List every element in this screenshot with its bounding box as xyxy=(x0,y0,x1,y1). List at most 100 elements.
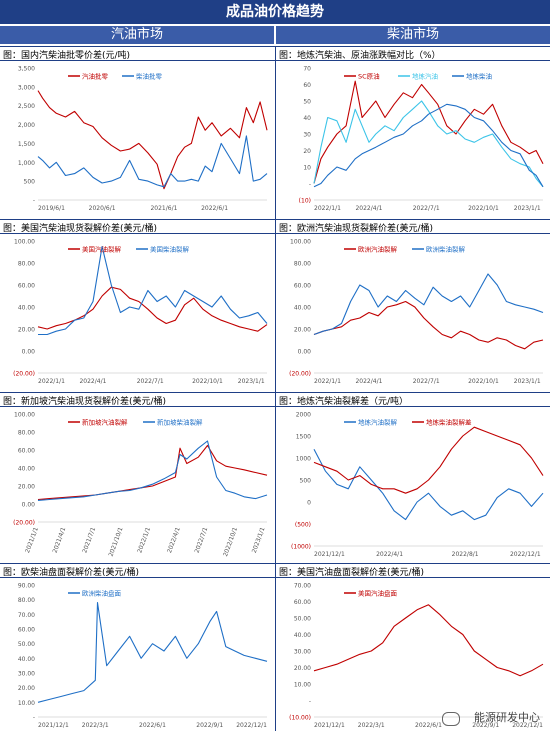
x-tick-label: 2022/3/1 xyxy=(82,722,109,729)
eu-spot-crack-panel: 图：欧洲汽柴油现货裂解价差(美元/桶) (20.00) 0.00 20.00 40.00… xyxy=(276,221,550,391)
title-underline xyxy=(0,60,275,61)
legend-label: 新加坡汽油裂解 xyxy=(82,418,128,427)
line-chart: (20.00) 0.00 20.00 40.00 60.00 80.00 100.00 202… xyxy=(13,239,268,385)
y-tick-label: 20.00 xyxy=(18,327,35,334)
series-line-0 xyxy=(37,444,268,501)
x-tick-label: 2021/6/1 xyxy=(150,205,177,212)
series-line-0 xyxy=(313,448,544,521)
eu-diesel-futures-crack-panel: 图：欧柴油盘面裂解价差(美元/桶) - 10.00 20.00 30.00 40.00 50… xyxy=(0,565,275,735)
series-line-1 xyxy=(37,440,268,501)
legend-label: SC原油 xyxy=(358,72,380,81)
x-tick-label: 2019/6/1 xyxy=(38,205,65,212)
y-tick-label: 1000 xyxy=(296,456,311,463)
y-tick-label: 60 xyxy=(303,82,311,89)
y-tick-label: 0 xyxy=(307,500,311,507)
x-tick-label: 2021/1/1 xyxy=(24,526,40,554)
x-tick-label: 2021/7/1 xyxy=(81,526,97,554)
y-tick-label: 0.00 xyxy=(22,502,36,509)
x-tick-label: 2022/10/1 xyxy=(468,205,499,212)
y-tick-label: 0.00 xyxy=(22,349,36,356)
legend-label: 地炼汽油裂解 xyxy=(358,418,398,427)
y-tick-label: 30 xyxy=(303,132,311,139)
legend-label: 地炼柴油裂解差 xyxy=(426,418,472,427)
x-tick-label: 2022/12/1 xyxy=(236,722,267,729)
line-chart: - 500 1,000 1,500 2,000 2,500 3,000 3,500 2019/6… xyxy=(18,66,268,212)
x-tick-label: 2022/7/1 xyxy=(194,526,210,554)
y-tick-label: 100.00 xyxy=(14,412,35,419)
title-underline xyxy=(276,60,550,61)
y-tick-label: 70 xyxy=(303,66,311,73)
x-tick-label: 2022/8/1 xyxy=(452,551,479,558)
line-chart: - 10.00 20.00 30.00 40.00 50.00 60.00 70.00 80.0… xyxy=(18,583,267,730)
y-tick-label: 1500 xyxy=(296,434,311,441)
y-tick-label: 10.00 xyxy=(18,700,35,707)
line-chart: (20.00) 0.00 20.00 40.00 60.00 80.00 100.00 202… xyxy=(289,239,544,385)
y-tick-label: 20.00 xyxy=(294,327,311,334)
x-tick-label: 2022/4/1 xyxy=(166,526,182,554)
series-line-1 xyxy=(313,273,544,336)
y-tick-label: 20.00 xyxy=(18,685,35,692)
title-underline xyxy=(0,406,275,407)
y-tick-label: 3,500 xyxy=(18,66,35,73)
x-tick-label: 2021/12/1 xyxy=(314,551,345,558)
title-underline xyxy=(276,577,550,578)
x-tick-label: 2022/4/1 xyxy=(79,378,106,385)
y-tick-label: 10.00 xyxy=(294,682,311,689)
chart-title: 图：新加坡汽柴油现货裂解价差(美元/桶) xyxy=(3,397,167,407)
x-tick-label: 2022/7/1 xyxy=(413,378,440,385)
x-tick-label: 2022/6/1 xyxy=(415,722,442,729)
x-tick-label: 2022/1/1 xyxy=(314,205,341,212)
y-tick-label: - xyxy=(309,181,311,188)
y-tick-label: 40.00 xyxy=(18,305,35,312)
legend-label: 欧洲汽油裂解 xyxy=(358,245,398,254)
series-line-0 xyxy=(37,90,268,190)
x-tick-label: 2021/12/1 xyxy=(314,722,345,729)
y-tick-label: 1,000 xyxy=(18,160,35,167)
y-tick-label: 80.00 xyxy=(18,597,35,604)
x-tick-label: 2022/1/1 xyxy=(38,378,65,385)
x-tick-label: 2022/12/1 xyxy=(510,551,541,558)
us-gasoline-futures-crack-panel: 图：美国汽油盘面裂解价差(美元/桶) (10.00) - 10.00 20.00 30.0… xyxy=(276,565,550,735)
x-tick-label: 2022/1/1 xyxy=(136,526,152,554)
y-tick-label: (10.00) xyxy=(289,715,311,722)
x-tick-label: 2022/12/1 xyxy=(512,722,543,729)
x-tick-label: 2022/10/1 xyxy=(468,378,499,385)
y-tick-label: (10) xyxy=(299,198,311,205)
series-line-0 xyxy=(37,286,268,332)
y-tick-label: 80.00 xyxy=(294,261,311,268)
x-tick-label: 2022/9/1 xyxy=(196,722,223,729)
x-tick-label: 2022/6/1 xyxy=(201,205,228,212)
x-tick-label: 2022/10/1 xyxy=(222,526,239,557)
legend-label: 新加坡柴油裂解 xyxy=(157,418,203,427)
y-tick-label: 30.00 xyxy=(18,671,35,678)
y-tick-label: (20.00) xyxy=(289,371,311,378)
y-tick-label: 40 xyxy=(303,115,311,122)
chart-title: 图：欧柴油盘面裂解价差(美元/桶) xyxy=(3,568,140,578)
y-tick-label: 60.00 xyxy=(294,599,311,606)
chart-title: 图：国内汽柴油批零价差(元/吨) xyxy=(3,51,131,61)
y-tick-label: 60.00 xyxy=(18,448,35,455)
y-tick-label: 70.00 xyxy=(294,583,311,590)
legend-label: 地炼汽油 xyxy=(412,72,438,81)
line-chart: (10.00) - 10.00 20.00 30.00 40.00 50.00 60.00 70… xyxy=(289,583,544,729)
x-tick-label: 2022/9/1 xyxy=(472,722,499,729)
sg-spot-crack-panel: 图：新加坡汽柴油现货裂解价差(美元/桶) (20.00) 0.00 20.00 40.0… xyxy=(0,394,275,564)
chart-title: 图：欧洲汽柴油现货裂解价差(美元/桶) xyxy=(279,224,434,234)
y-tick-label: (1000) xyxy=(291,544,311,551)
y-tick-label: 0.00 xyxy=(298,349,312,356)
x-tick-label: 2023/1/1 xyxy=(514,205,541,212)
y-tick-label: 90.00 xyxy=(18,583,35,590)
y-tick-label: 1,500 xyxy=(18,141,35,148)
line-chart: (1000) (500) 0 500 1000 1500 2000 2021/12/1 2022… xyxy=(291,412,544,558)
x-tick-label: 2023/1/1 xyxy=(514,378,541,385)
y-tick-label: 10 xyxy=(303,165,311,172)
series-line-1 xyxy=(313,100,544,188)
x-tick-label: 2022/4/1 xyxy=(376,551,403,558)
y-tick-label: 500 xyxy=(24,179,36,186)
y-tick-label: 80.00 xyxy=(18,261,35,268)
y-tick-label: 80.00 xyxy=(18,430,35,437)
x-tick-label: 2022/7/1 xyxy=(137,378,164,385)
x-tick-label: 2021/4/1 xyxy=(52,526,68,554)
y-tick-label: 40.00 xyxy=(18,466,35,473)
watermark: 能源研发中心 xyxy=(474,711,540,724)
